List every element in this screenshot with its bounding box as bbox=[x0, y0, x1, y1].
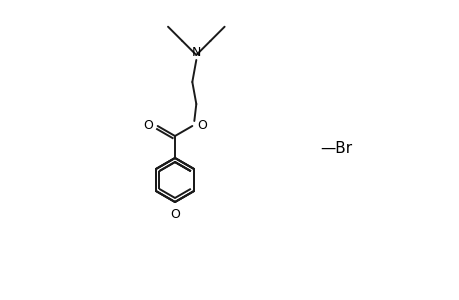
Text: O: O bbox=[142, 118, 152, 131]
Text: O: O bbox=[170, 208, 179, 221]
Text: O: O bbox=[197, 118, 207, 131]
Text: —Br: —Br bbox=[319, 140, 351, 155]
Text: N: N bbox=[191, 46, 201, 59]
